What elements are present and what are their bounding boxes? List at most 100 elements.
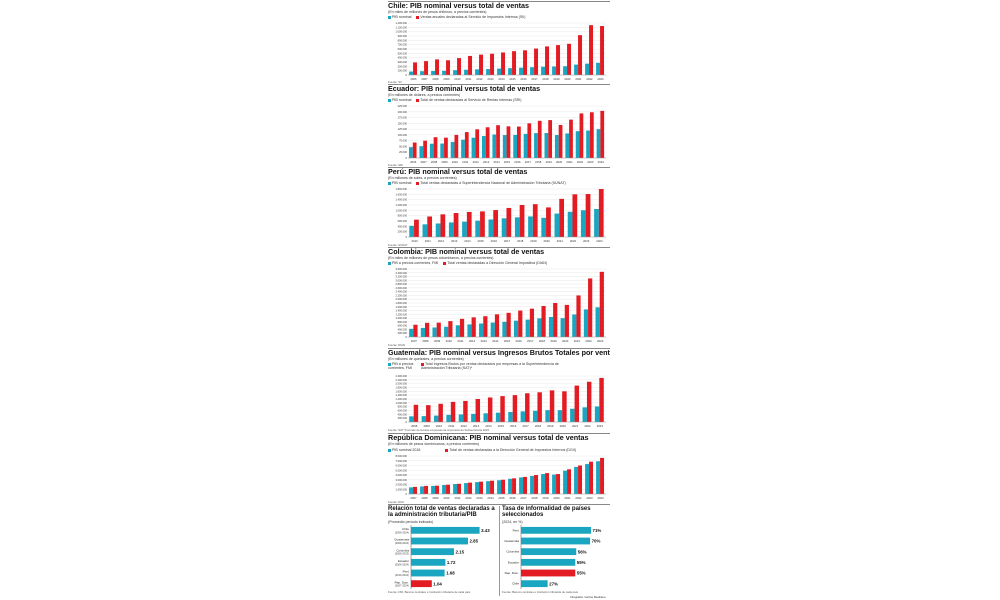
bar-pib [560,318,565,337]
y-tick-label: 800.000 [398,38,408,42]
x-tick-label: 2015 [477,239,484,243]
x-tick-label: 2021 [564,496,571,500]
y-tick-label: 200.000 [398,230,408,234]
x-tick-label: 2016 [491,239,498,243]
y-tick-label: 2.000.000 [395,483,407,487]
bar-pib [583,309,589,337]
guatemala-legend: PIB a precios corrientes, FMI Total Ingr… [388,362,610,372]
bar-ventas [537,392,542,422]
x-tick-label: 2016 [520,77,527,81]
ecuador-source: Fuente: SRI [388,163,403,167]
x-tick-label: 2018 [535,160,542,164]
bar-pib [462,221,467,237]
bar-pib [431,485,436,494]
chile-legend-a: PIB nominal [392,15,412,19]
bar-ventas [427,216,433,237]
category-label: Chile [402,527,409,531]
value-label: 1.72 [447,560,456,565]
y-tick-label: 8.000.000 [395,454,407,458]
y-tick-label: 500.000 [398,51,408,55]
x-tick-label: 2012 [469,339,476,343]
x-tick-label: 2017 [520,496,527,500]
bar-ventas [589,112,594,158]
chile-subtitle: (En miles de millones de pesos chilenos,… [388,10,487,14]
bar-pib [490,322,495,337]
x-tick-label: 2011 [465,77,471,81]
legend-swatch-pib [388,98,391,102]
bar-pib [532,410,538,422]
y-tick-label: 75.000 [399,139,407,143]
colombia-subtitle: (En miles de millones de pesos colombian… [388,256,494,260]
bar-ventas [501,479,506,494]
x-tick-label: 2011 [425,239,431,243]
bar-ventas [525,393,530,422]
category-period-label: (2008-2023) [395,541,409,545]
x-tick-label: 2021 [566,160,573,164]
bar-ventas [485,127,490,158]
bar-ventas [569,119,573,158]
peru-legend-a: PIB nominal [392,181,412,185]
x-tick-label: 2018 [531,496,538,500]
guatemala-subtitle: (En millones de quetzales, a precios cor… [388,357,464,361]
legend-swatch-pib [388,15,391,19]
bar-ventas [558,124,563,158]
bar [411,558,446,566]
bar-ventas [412,142,417,158]
bar-ventas [500,396,505,422]
legend-swatch-ventas [421,362,424,366]
value-label: 70% [592,539,601,544]
bar-ventas [424,485,429,494]
x-tick-label: 2008 [432,77,439,81]
x-tick-label: 2019 [542,496,549,500]
legend-swatch-pib [388,261,391,265]
y-tick-label: 800.000 [398,320,408,324]
x-tick-label: 2019 [546,160,553,164]
bar-ventas [479,54,484,75]
bar [521,558,576,566]
bar [411,537,468,545]
y-tick-label: 1.600.000 [395,192,407,196]
x-tick-label: 2007 [421,160,428,164]
bar-pib [467,324,472,337]
bar-ventas [425,322,430,337]
x-tick-label: 2019 [553,77,560,81]
bar-ventas [517,126,521,158]
guatemala-chart: 2.400.0002.200.0002.000.0001.800.0001.60… [395,374,606,428]
informality-source: Fuente: Bancos centrales e Institución t… [502,590,578,594]
x-tick-label: 2012 [465,496,472,500]
bar-pib [563,66,568,75]
bar-ventas [446,484,451,494]
bar-pib [574,64,579,75]
bar-pib [548,316,554,337]
legend-swatch-ventas [416,181,420,185]
x-tick-label: 2013 [481,339,488,343]
bar-pib [429,143,434,158]
bar-pib [455,325,460,337]
x-tick-label: 2018 [517,239,524,243]
bar-ventas [493,210,499,237]
x-tick-label: 2017 [527,339,534,343]
bar-pib [453,484,458,494]
bar-ventas [414,219,419,237]
bar-pib [448,222,454,237]
y-tick-label: 2.000.000 [395,297,407,301]
bar-pib [450,141,455,158]
rd-title: República Dominicana: PIB nominal versus… [388,434,589,442]
y-tick-label: 225.000 [398,104,408,108]
x-tick-label: 2009 [434,339,441,343]
x-tick-label: 2010 [446,339,453,343]
bar-pib [594,406,600,422]
y-tick-label: 2.600.000 [395,286,407,290]
x-tick-label: 2017 [522,424,529,428]
bar-pib [409,416,414,422]
x-tick-label: 2014 [464,239,471,243]
bar-pib [409,225,415,237]
x-tick-label: 2018 [539,339,546,343]
bar-pib [433,415,439,422]
bar-pib [409,147,413,158]
y-tick-label: 1.600.000 [395,389,407,393]
x-tick-label: 2008 [431,160,438,164]
y-tick-label: 100.000 [398,69,408,73]
bar-pib [582,407,587,422]
